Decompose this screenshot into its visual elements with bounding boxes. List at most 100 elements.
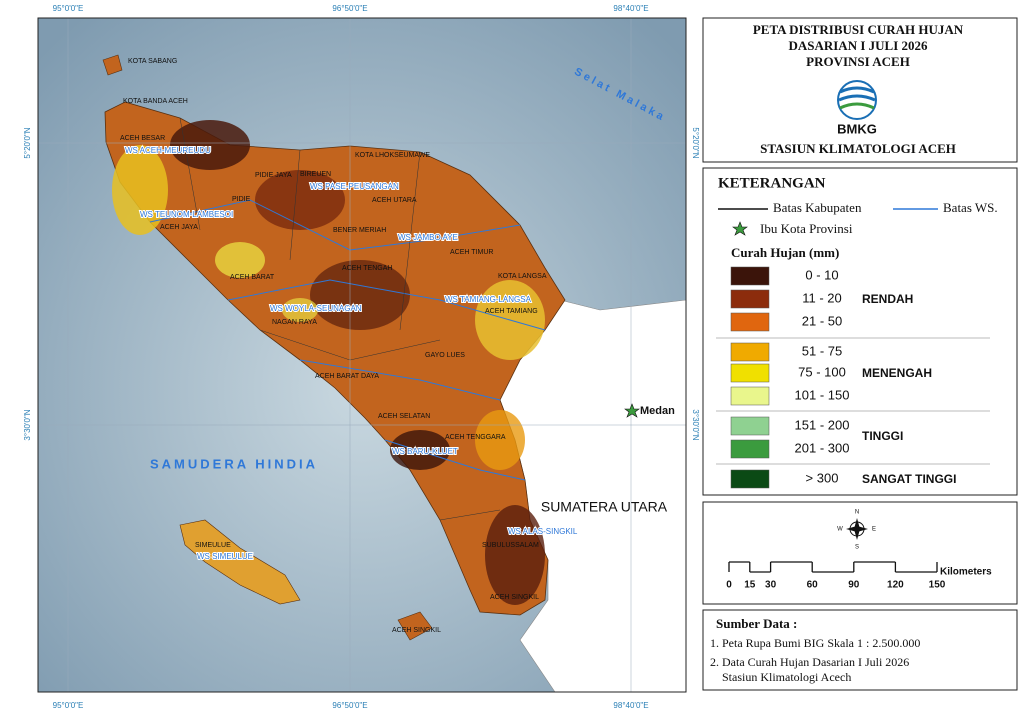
class-group: MENENGAH [862,366,932,380]
class-swatch [730,386,770,406]
map: KOTA SABANG KOTA BANDA ACEH ACEH BESAR WS A… [38,18,686,692]
title: DASARIAN I JULI 2026 [788,38,928,53]
district-label: ACEH SELATAN [378,413,430,420]
sabang [102,54,123,76]
region-label: SUMATERA UTARA [541,499,668,515]
district-label: ACEH BARAT DAYA [315,373,379,380]
district-label: BENER MERIAH [333,227,386,234]
class-range: 151 - 200 [795,417,850,432]
ws-label: WS ALAS-SINGKIL [508,527,578,536]
district-label: ACEH SINGKIL [392,627,441,634]
logo-text: BMKG [837,121,877,136]
class-range: 11 - 20 [802,290,842,305]
class-range: 21 - 50 [802,313,842,328]
legend-title: KETERANGAN [718,175,826,191]
district-label: BIREUEN [300,171,331,178]
scale-label: 60 [807,580,819,591]
district-label: ACEH JAYA [160,224,198,231]
banyak-islands [397,611,433,641]
coord: 3°30'0"N [691,409,700,440]
compass-letter: N [855,510,859,516]
district-label: KOTA LANGSA [498,273,547,280]
ws-label: WS PASE-PEUSANGAN [310,182,399,191]
aceh-province [104,101,566,616]
district-label: ACEH BESAR [120,135,165,142]
class-swatch [730,312,770,332]
simeulue [179,519,301,605]
class-range: 0 - 10 [805,267,838,282]
source-item: Stasiun Klimatologi Acech [722,670,851,684]
class-swatch [730,363,770,383]
district-label: KOTA BANDA ACEH [123,98,188,105]
coord: 5°20'0"N [23,127,32,158]
ws-label: WS SIMEULUE [197,552,253,561]
scale-unit: Kilometers [940,567,992,578]
coord: 98°40'0"E [613,4,648,13]
class-range: 51 - 75 [802,343,842,358]
source-title: Sumber Data : [716,616,797,631]
scale-box [702,501,1018,605]
class-group: SANGAT TINGGI [862,472,956,486]
district-label: GAYO LUES [425,352,465,359]
coord: 98°40'0"E [613,701,648,710]
scale-label: 30 [765,580,777,591]
coord: 5°20'0"N [691,127,700,158]
ws-label: WS TEUNOM-LAMBESOI [140,210,233,219]
scale-label: 0 [726,580,732,591]
district-label: KOTA LHOKSEUMAWE [355,152,430,159]
source-box [702,609,1018,691]
rain-title: Curah Hujan (mm) [731,245,839,260]
class-swatch [730,266,770,286]
station: STASIUN KLIMATOLOGI ACEH [760,141,956,156]
scale-label: 15 [744,580,756,591]
scale-label: 120 [887,580,904,591]
sea-label: SAMUDERA HINDIA [150,456,318,471]
class-group: TINGGI [862,429,903,443]
map-frame [37,17,687,693]
source-item: 1. Peta Rupa Bumi BIG Skala 1 : 2.500.00… [710,636,920,650]
ws-label: WS ACEH-MEUREUDU [125,146,211,155]
district-label: NAGAN RAYA [272,319,317,326]
ws-label: WS WOYLA-SEUNAGAN [270,304,362,313]
class-swatch [730,342,770,362]
district-label: ACEH TAMIANG [485,308,538,315]
compass-letter: E [872,527,876,533]
compass-letter: S [855,545,859,551]
district-label: SUBULUSSALAM [482,542,539,549]
district-label: ACEH UTARA [372,197,417,204]
district-label: ACEH TIMUR [450,249,493,256]
class-group: RENDAH [862,292,913,306]
compass [846,518,868,540]
star-icon [732,221,748,236]
source-item: 2. Data Curah Hujan Dasarian I Juli 2026 [710,655,909,669]
legend-text: Batas WS. [943,200,998,215]
scale-label: 90 [848,580,860,591]
title: PETA DISTRIBUSI CURAH HUJAN [753,22,964,37]
city-label: Medan [640,405,675,417]
class-swatch [730,289,770,309]
compass-letter: W [837,527,843,533]
district-label: PIDIE JAYA [255,172,292,179]
district-label: ACEH SINGKIL [490,594,539,601]
class-range: > 300 [806,470,839,485]
class-range: 75 - 100 [798,364,846,379]
district-label: SIMEULUE [195,542,231,549]
district-boundaries [179,117,501,521]
legend-text: Batas Kabupaten [773,200,862,215]
coord: 96°50'0"E [332,701,367,710]
class-swatch [730,416,770,436]
coord: 95°0'0"E [53,4,84,13]
coord: 96°50'0"E [332,4,367,13]
district-label: ACEH TENGGARA [445,434,506,441]
coord: 95°0'0"E [53,701,84,710]
legend-text: Ibu Kota Provinsi [760,221,853,236]
district-label: KOTA SABANG [128,58,177,65]
district-label: ACEH TENGAH [342,265,392,272]
class-range: 101 - 150 [795,387,850,402]
title: PROVINSI ACEH [806,54,910,69]
coord: 3°30'0"N [23,409,32,440]
class-swatch [730,469,770,489]
rain-blobs [112,120,545,605]
ws-label: WS BARU-KLUET [392,447,458,456]
